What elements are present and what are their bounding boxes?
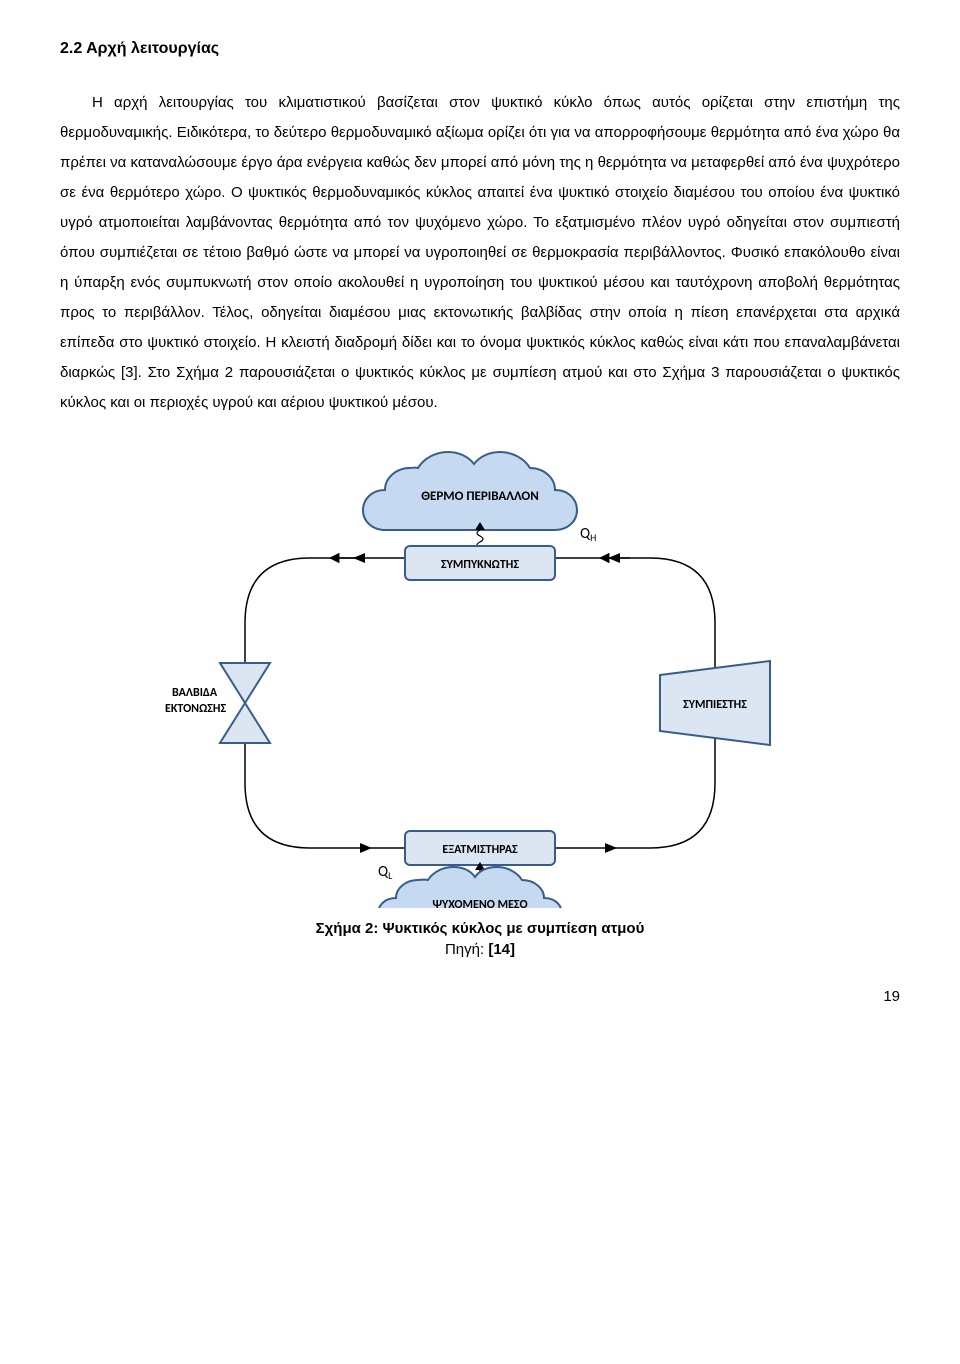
section-heading: 2.2 Αρχή λειτουργίας [60, 40, 900, 58]
valve-label-2: ΕΚΤΟΝΩΣΗΣ [165, 702, 226, 716]
body-paragraph: Η αρχή λειτουργίας του κλιματιστικού βασ… [60, 88, 900, 418]
qh-label: QH [580, 525, 596, 544]
figure-caption: Σχήμα 2: Ψυκτικός κύκλος με συμπίεση ατμ… [316, 920, 645, 937]
cold-medium-cloud: ΨΥΧΟΜΕΝΟ ΜΕΣΟ [378, 867, 562, 908]
compressor-shape: ΣΥΜΠΙΕΣΤΗΣ [660, 661, 770, 745]
refrigeration-cycle-diagram: ΘΕΡΜΟ ΠΕΡΙΒΑΛΛΟΝ QH ΣΥΜΠΥΚΝΩΤΗΣ ΒΑΛΒΙΔΑ … [160, 438, 800, 908]
evaporator-label: ΕΞΑΤΜΙΣΤΗΡΑΣ [442, 843, 518, 857]
figure-2: ΘΕΡΜΟ ΠΕΡΙΒΑΛΛΟΝ QH ΣΥΜΠΥΚΝΩΤΗΣ ΒΑΛΒΙΔΑ … [60, 438, 900, 958]
condenser-box: ΣΥΜΠΥΚΝΩΤΗΣ [405, 546, 555, 580]
condenser-label: ΣΥΜΠΥΚΝΩΤΗΣ [441, 558, 519, 572]
figure-source: Πηγή: [14] [445, 941, 515, 958]
valve-label-1: ΒΑΛΒΙΔΑ [172, 686, 218, 700]
ql-label: QL [378, 863, 393, 882]
source-ref: [14] [488, 941, 515, 958]
compressor-label: ΣΥΜΠΙΕΣΤΗΣ [683, 698, 747, 712]
source-prefix: Πηγή: [445, 941, 488, 958]
expansion-valve [220, 663, 270, 743]
evaporator-box: ΕΞΑΤΜΙΣΤΗΡΑΣ [405, 831, 555, 865]
hot-environment-cloud: ΘΕΡΜΟ ΠΕΡΙΒΑΛΛΟΝ [363, 452, 577, 530]
page-number: 19 [60, 988, 900, 1005]
cold-medium-label: ΨΥΧΟΜΕΝΟ ΜΕΣΟ [432, 898, 527, 908]
hot-env-label: ΘΕΡΜΟ ΠΕΡΙΒΑΛΛΟΝ [421, 489, 539, 504]
